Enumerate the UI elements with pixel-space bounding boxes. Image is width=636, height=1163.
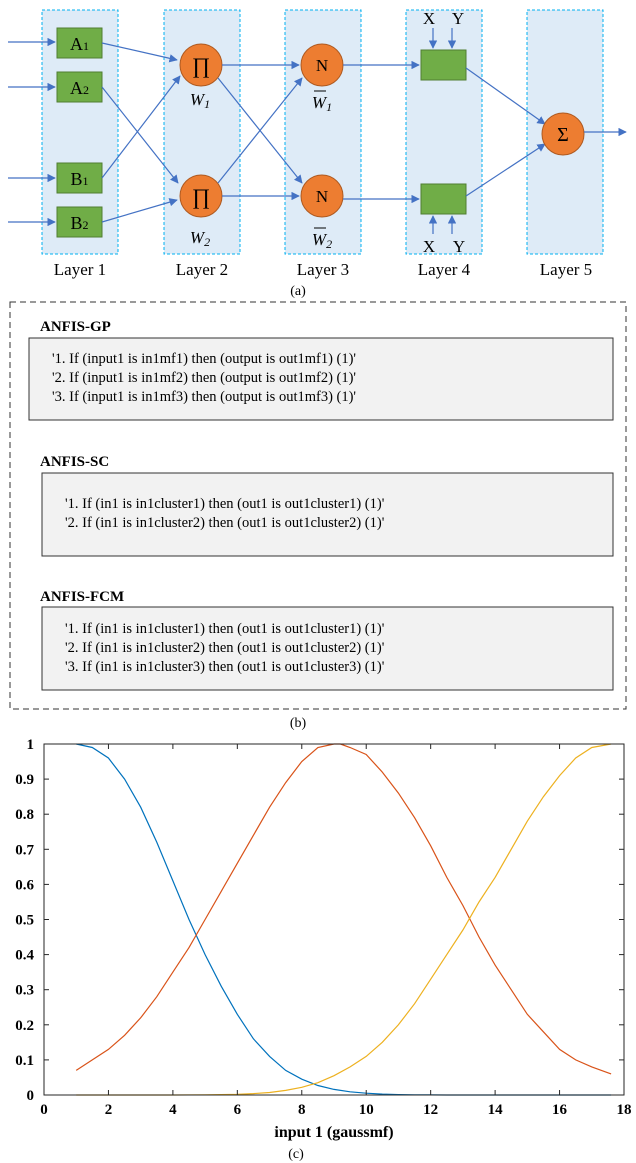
arrow-b2-to-pi2 xyxy=(101,198,178,223)
product-symbol-2: ∏ xyxy=(192,184,210,209)
x-tick-label: 12 xyxy=(423,1102,438,1118)
arrow-l4b-to-sum xyxy=(465,143,546,197)
section-title-anfis-gp: ANFIS-GP xyxy=(40,319,111,335)
layer-4-box xyxy=(405,9,483,255)
series-line-3 xyxy=(76,743,612,1096)
mf-label-b2: B2 xyxy=(70,213,88,233)
tick-labels-group: 0 2 4 6 8 10 12 14 16 18 0 0.1 0.2 0.3 0.4 0.5 0.6 0.7 0.8… xyxy=(15,737,631,1118)
weight-label-w2: W2 xyxy=(190,228,210,249)
section-title-anfis-sc: ANFIS-SC xyxy=(40,454,109,470)
section-title-anfis-fcm: ANFIS-FCM xyxy=(40,589,124,605)
x-tick-label: 2 xyxy=(105,1102,113,1118)
x-tick-label: 10 xyxy=(359,1102,374,1118)
rule-gp-2: '2. If (input1 is in1mf2) then (output i… xyxy=(52,370,356,386)
normalize-node-2 xyxy=(300,174,344,218)
rule-fcm-1: '1. If (in1 is in1cluster1) then (out1 i… xyxy=(65,621,384,637)
mf-label-a2: A2 xyxy=(70,78,89,98)
y-tick-label: 1 xyxy=(27,737,35,753)
rules-box-anfis-sc xyxy=(41,472,614,557)
arrow-b1-to-pi1 xyxy=(101,75,181,179)
x-axis-label: input 1 (gaussmf) xyxy=(274,1124,393,1141)
mf-label-b1: B1 xyxy=(70,169,88,189)
x-tick-label: 18 xyxy=(617,1102,632,1118)
sum-symbol: Σ xyxy=(557,124,569,146)
y-tick-label: 0.3 xyxy=(15,983,34,999)
rule-gp-1: '1. If (input1 is in1mf1) then (output i… xyxy=(52,351,356,367)
caption-a: (a) xyxy=(290,284,306,299)
consequent-box-2 xyxy=(420,183,467,215)
weight-label-wbar2: W2 xyxy=(312,230,332,251)
rules-box-anfis-gp xyxy=(28,337,614,421)
bottom-y-label: Y xyxy=(453,237,465,256)
caption-c: (c) xyxy=(288,1147,304,1162)
caption-b: (b) xyxy=(290,716,307,731)
layer-label-3: Layer 3 xyxy=(297,260,349,279)
x-tick-label: 0 xyxy=(40,1102,48,1118)
layer-label-5: Layer 5 xyxy=(540,260,592,279)
y-tick-label: 0.2 xyxy=(15,1018,34,1034)
arrow-a1-to-pi1 xyxy=(101,42,178,63)
y-tick-label: 0.4 xyxy=(15,948,34,964)
x-tick-label: 6 xyxy=(234,1102,242,1118)
rules-box-anfis-fcm xyxy=(41,606,614,691)
mf-box-a2 xyxy=(56,71,103,103)
x-tick-label: 4 xyxy=(169,1102,177,1118)
weight-label-wbar1: W1 xyxy=(312,93,332,114)
normalize-symbol-2: N xyxy=(316,187,328,206)
axes-group xyxy=(43,743,625,1096)
y-tick-label: 0.8 xyxy=(15,807,34,823)
product-symbol-1: ∏ xyxy=(192,53,210,78)
rule-sc-2: '2. If (in1 is in1cluster2) then (out1 i… xyxy=(65,515,384,531)
top-x-label: X xyxy=(423,9,435,28)
y-tick-label: 0 xyxy=(27,1088,35,1104)
arrow-l4a-to-sum xyxy=(465,67,546,125)
layer-label-1: Layer 1 xyxy=(54,260,106,279)
rule-gp-3: '3. If (input1 is in1mf3) then (output i… xyxy=(52,389,356,405)
y-tick-label: 0.9 xyxy=(15,772,34,788)
top-y-label: Y xyxy=(452,9,464,28)
arrow-a2-to-pi2 xyxy=(101,86,179,184)
fuzzy-rules-panel: ANFIS-GP '1. If (input1 is in1mf1) then … xyxy=(9,301,627,731)
weight-label-w1: W1 xyxy=(190,90,210,111)
x-tick-label: 14 xyxy=(488,1102,504,1118)
x-tick-label: 16 xyxy=(552,1102,568,1118)
y-tick-label: 0.5 xyxy=(15,913,34,929)
sum-node xyxy=(541,112,585,156)
y-tick-label: 0.7 xyxy=(15,842,34,858)
mf-label-a1: A1 xyxy=(70,34,89,54)
plot-area-frame xyxy=(43,743,625,1096)
layer-label-4: Layer 4 xyxy=(418,260,471,279)
rule-fcm-3: '3. If (in1 is in1cluster3) then (out1 i… xyxy=(65,659,384,675)
normalize-symbol-1: N xyxy=(316,56,328,75)
consequent-box-1 xyxy=(420,49,467,81)
gaussmf-membership-chart: 0 2 4 6 8 10 12 14 16 18 0 0.1 0.2 0.3 0.4 0.5 0.6 0.7 0.8… xyxy=(15,737,631,1162)
bottom-x-label: X xyxy=(423,237,435,256)
y-tick-label: 0.6 xyxy=(15,877,34,893)
rule-sc-1: '1. If (in1 is in1cluster1) then (out1 i… xyxy=(65,496,384,512)
series-group xyxy=(75,743,612,1096)
series-line-1 xyxy=(76,743,612,1096)
rule-fcm-2: '2. If (in1 is in1cluster2) then (out1 i… xyxy=(65,640,384,656)
series-line-2 xyxy=(75,743,612,1075)
rules-outer-dashed-frame xyxy=(9,301,627,710)
y-tick-label: 0.1 xyxy=(15,1053,34,1069)
x-tick-label: 8 xyxy=(298,1102,306,1118)
layer-label-2: Layer 2 xyxy=(176,260,228,279)
anfis-architecture-diagram: A1 A2 B1 B2 ∏ ∏ W1 W2 N N W1 W2 xyxy=(8,9,627,299)
arrow-pi2-to-n1 xyxy=(217,77,303,184)
